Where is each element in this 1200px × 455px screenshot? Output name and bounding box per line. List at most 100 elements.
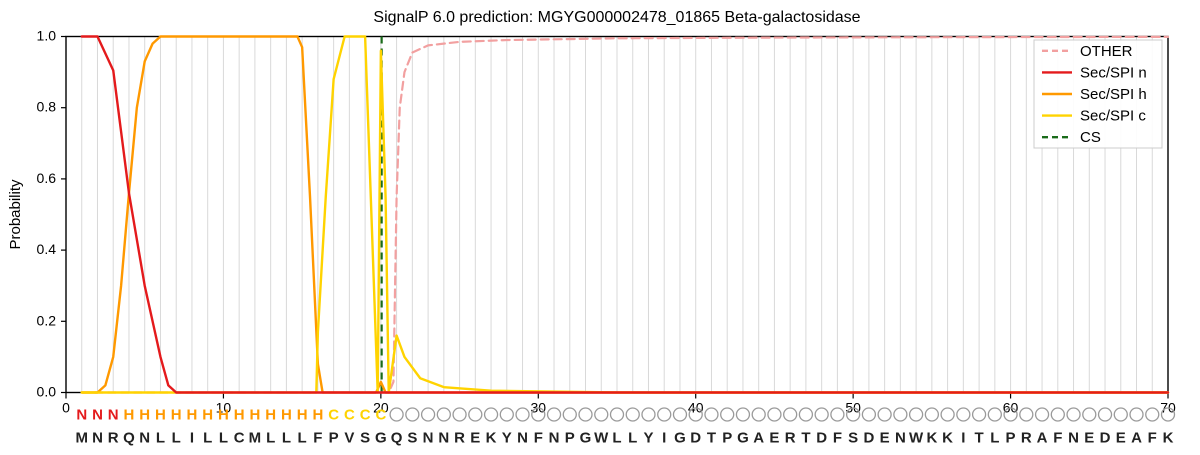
svg-text:H: H: [265, 407, 276, 424]
svg-text:F: F: [833, 430, 842, 447]
svg-text:C: C: [360, 407, 371, 424]
svg-text:E: E: [880, 430, 890, 447]
svg-text:P: P: [1006, 430, 1016, 447]
svg-text:L: L: [266, 430, 275, 447]
svg-text:0.8: 0.8: [37, 99, 57, 115]
svg-text:OTHER: OTHER: [1080, 43, 1133, 60]
svg-text:CS: CS: [1080, 129, 1101, 146]
svg-text:Y: Y: [643, 430, 653, 447]
svg-text:Q: Q: [123, 430, 135, 447]
svg-text:0.2: 0.2: [37, 312, 57, 328]
svg-text:H: H: [171, 407, 182, 424]
svg-text:D: D: [690, 430, 701, 447]
svg-text:N: N: [76, 407, 87, 424]
svg-text:H: H: [124, 407, 135, 424]
svg-text:T: T: [975, 430, 984, 447]
svg-text:H: H: [281, 407, 292, 424]
svg-text:SignalP 6.0 prediction: MGYG00: SignalP 6.0 prediction: MGYG000002478_01…: [373, 9, 860, 26]
svg-text:W: W: [909, 430, 924, 447]
svg-text:A: A: [1037, 430, 1048, 447]
svg-text:G: G: [375, 430, 387, 447]
svg-text:L: L: [612, 430, 621, 447]
svg-text:H: H: [312, 407, 323, 424]
svg-text:E: E: [470, 430, 480, 447]
svg-text:D: D: [816, 430, 827, 447]
svg-text:T: T: [801, 430, 810, 447]
svg-text:W: W: [594, 430, 609, 447]
svg-text:G: G: [580, 430, 592, 447]
svg-text:H: H: [187, 407, 198, 424]
svg-text:1.0: 1.0: [37, 28, 57, 44]
svg-text:N: N: [92, 407, 103, 424]
svg-text:K: K: [942, 430, 953, 447]
svg-text:Sec/SPI h: Sec/SPI h: [1080, 86, 1147, 103]
svg-text:D: D: [863, 430, 874, 447]
svg-text:0.0: 0.0: [37, 384, 57, 400]
svg-text:D: D: [1100, 430, 1111, 447]
svg-text:R: R: [1021, 430, 1032, 447]
svg-text:C: C: [234, 430, 245, 447]
svg-text:0.4: 0.4: [37, 241, 57, 257]
svg-text:T: T: [707, 430, 716, 447]
svg-text:E: E: [1084, 430, 1094, 447]
svg-text:I: I: [662, 430, 666, 447]
svg-text:H: H: [155, 407, 166, 424]
svg-text:S: S: [848, 430, 858, 447]
svg-text:Q: Q: [391, 430, 403, 447]
svg-text:L: L: [990, 430, 999, 447]
svg-text:L: L: [156, 430, 165, 447]
svg-text:L: L: [172, 430, 181, 447]
svg-text:P: P: [565, 430, 575, 447]
svg-text:H: H: [202, 407, 213, 424]
svg-text:A: A: [1131, 430, 1142, 447]
svg-text:P: P: [722, 430, 732, 447]
svg-text:M: M: [249, 430, 262, 447]
svg-text:E: E: [769, 430, 779, 447]
svg-text:H: H: [234, 407, 245, 424]
svg-text:N: N: [438, 430, 449, 447]
svg-text:N: N: [1068, 430, 1079, 447]
svg-text:L: L: [298, 430, 307, 447]
svg-text:R: R: [454, 430, 465, 447]
svg-text:F: F: [1053, 430, 1062, 447]
svg-text:L: L: [628, 430, 637, 447]
svg-text:0.6: 0.6: [37, 170, 57, 186]
svg-text:I: I: [961, 430, 965, 447]
svg-text:N: N: [895, 430, 906, 447]
svg-text:G: G: [674, 430, 686, 447]
svg-text:H: H: [297, 407, 308, 424]
svg-text:0: 0: [62, 400, 70, 416]
svg-text:C: C: [375, 407, 386, 424]
svg-text:K: K: [1163, 430, 1174, 447]
svg-text:G: G: [737, 430, 749, 447]
svg-text:S: S: [407, 430, 417, 447]
svg-text:N: N: [517, 430, 528, 447]
svg-text:P: P: [329, 430, 339, 447]
svg-text:Sec/SPI n: Sec/SPI n: [1080, 64, 1147, 81]
svg-text:N: N: [108, 407, 119, 424]
svg-text:A: A: [753, 430, 764, 447]
svg-text:N: N: [92, 430, 103, 447]
svg-text:N: N: [423, 430, 434, 447]
svg-text:H: H: [139, 407, 150, 424]
svg-text:F: F: [313, 430, 322, 447]
svg-text:L: L: [219, 430, 228, 447]
svg-text:M: M: [75, 430, 88, 447]
svg-text:F: F: [1148, 430, 1157, 447]
svg-text:C: C: [328, 407, 339, 424]
svg-text:I: I: [190, 430, 194, 447]
svg-text:E: E: [1116, 430, 1126, 447]
svg-text:R: R: [785, 430, 796, 447]
svg-text:S: S: [360, 430, 370, 447]
svg-text:R: R: [108, 430, 119, 447]
svg-text:K: K: [486, 430, 497, 447]
svg-text:Probability: Probability: [7, 179, 24, 250]
svg-text:Sec/SPI c: Sec/SPI c: [1080, 108, 1146, 125]
svg-text:L: L: [282, 430, 291, 447]
svg-text:H: H: [218, 407, 229, 424]
svg-text:Y: Y: [502, 430, 512, 447]
svg-text:L: L: [203, 430, 212, 447]
svg-text:N: N: [139, 430, 150, 447]
svg-text:F: F: [534, 430, 543, 447]
svg-text:V: V: [344, 430, 354, 447]
